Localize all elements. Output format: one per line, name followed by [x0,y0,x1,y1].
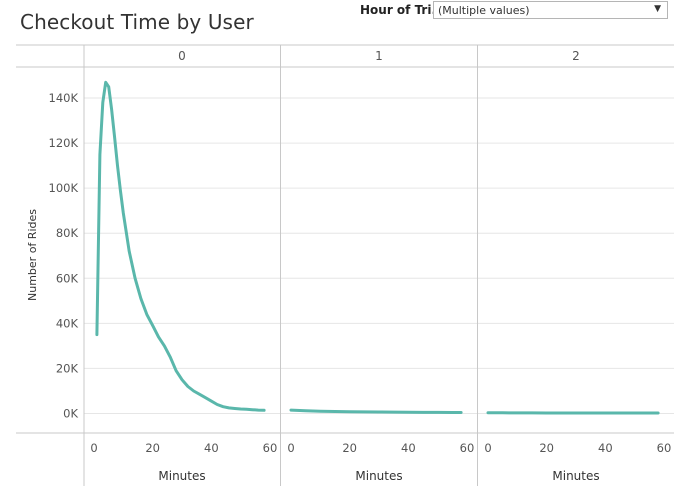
page-title: Checkout Time by User [20,10,254,34]
panel-header: 2 [572,49,580,63]
x-tick-label: 40 [598,441,613,455]
x-tick-label: 20 [342,441,357,455]
filter-label: Hour of Tri... [360,3,446,17]
y-tick-label: 120K [49,136,79,150]
x-axis-label: Minutes [158,469,205,483]
x-tick-label: 40 [204,441,219,455]
x-axis-label: Minutes [552,469,599,483]
hour-filter-dropdown[interactable]: (Multiple values) ▼ [433,1,668,19]
y-axis-label: Number of Rides [26,209,39,301]
x-tick-label: 0 [484,441,491,455]
panel-header: 1 [375,49,383,63]
y-tick-label: 20K [56,361,79,375]
x-tick-label: 40 [401,441,416,455]
x-tick-label: 20 [539,441,554,455]
x-axis-label: Minutes [355,469,402,483]
y-tick-label: 100K [49,181,79,195]
y-tick-label: 60K [56,271,79,285]
x-tick-label: 60 [263,441,278,455]
caret-down-icon[interactable]: ▼ [654,4,661,14]
filter-selected-value: (Multiple values) [438,4,530,17]
series-line-panel-1 [289,408,463,414]
y-tick-label: 80K [56,226,79,240]
panel-header: 0 [178,49,186,63]
y-tick-label: 40K [56,316,79,330]
x-tick-label: 0 [90,441,97,455]
x-tick-label: 60 [657,441,672,455]
y-tick-label: 140K [49,91,79,105]
y-tick-label: 0K [63,407,78,421]
x-tick-label: 0 [287,441,294,455]
x-tick-label: 60 [460,441,475,455]
series-line-panel-0 [95,80,266,412]
x-tick-label: 20 [145,441,160,455]
